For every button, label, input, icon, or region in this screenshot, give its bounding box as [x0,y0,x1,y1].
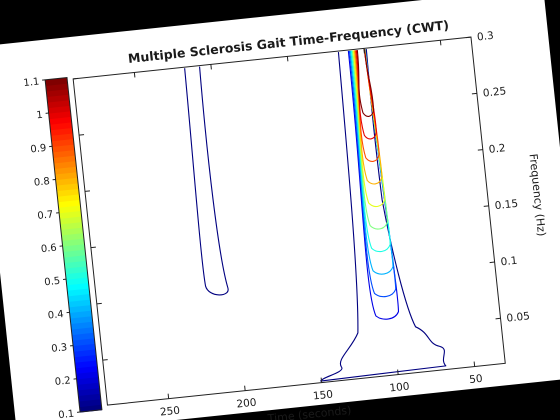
y-tick-mark [73,77,79,80]
contour-line [184,66,229,296]
y-tick-mark [90,246,96,249]
y-tick-mark [471,92,477,95]
y-tick-mark [465,36,472,39]
contour-line [320,49,447,382]
colorbar-tick-label: 0.3 [51,342,68,355]
x-tick-mark [210,64,212,70]
y-tick-mark [477,149,483,151]
x-tick-mark [473,361,476,367]
x-tick-mark [133,72,136,78]
x-tick-mark [439,40,442,46]
x-tick-label: 50 [469,373,484,386]
y-tick-mark [79,134,85,136]
colorbar-tick-label: 0.1 [58,409,75,420]
y-tick-mark [489,261,495,264]
plot-area [72,36,506,406]
y-tick-label: 0.25 [482,85,507,99]
x-tick-label: 250 [159,405,180,419]
y-tick-mark [102,359,108,361]
x-axis: 50 100 150 200 250 [133,40,484,419]
colorbar-tick-label: 1 [36,110,43,122]
x-tick-mark [244,385,246,391]
y-tick-label: 0.15 [494,198,519,212]
y-tick-label: 0.3 [476,30,494,44]
colorbar-tick-label: 0.6 [40,243,57,256]
y-tick-label: 0.05 [506,310,531,324]
colorbar-tick-label: 1.1 [23,76,40,89]
x-tick-mark [363,48,365,54]
y-tick-mark [96,302,102,305]
x-tick-label: 200 [236,397,257,411]
contour-line [356,49,375,117]
x-tick-label: 150 [312,389,333,403]
y-tick-mark [495,317,501,320]
y-tick-label: 0.1 [500,255,518,269]
x-tick-mark [167,393,170,399]
x-tick-mark [397,369,399,375]
colorbar-tick-label: 0.9 [30,143,47,156]
y-tick-mark [84,190,91,192]
colorbar: 0.1 0.2 0.3 0.4 0.5 0.6 0.7 0.8 0.9 1 1.1 [23,76,103,420]
y-axis: 0.05 0.1 0.15 0.2 0.25 0.3 [73,30,531,361]
x-tick-mark [286,56,289,62]
plot-frame [72,36,506,406]
x-tick-mark [320,377,323,383]
x-tick-label: 100 [389,380,410,394]
colorbar-tick-label: 0.4 [47,309,64,322]
contour-layer [184,49,447,382]
y-tick-mark [483,205,489,207]
y-tick-label: 0.2 [488,142,506,156]
colorbar-tick-label: 0.2 [54,375,71,388]
colorbar-tick-label: 0.7 [37,209,54,222]
colorbar-tick-label: 0.5 [44,276,61,289]
colorbar-tick-label: 0.8 [33,176,50,189]
